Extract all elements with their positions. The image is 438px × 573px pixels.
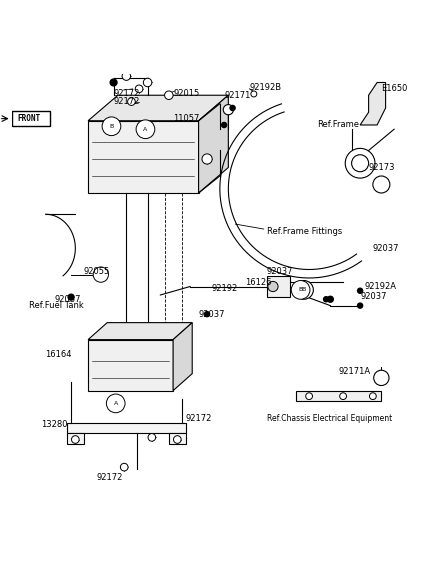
Text: 92172: 92172	[113, 89, 140, 97]
Circle shape	[222, 123, 226, 128]
Circle shape	[122, 72, 131, 80]
Circle shape	[373, 176, 390, 193]
Circle shape	[127, 98, 135, 105]
FancyBboxPatch shape	[297, 391, 381, 401]
Text: 92171: 92171	[224, 91, 251, 100]
FancyBboxPatch shape	[88, 121, 198, 193]
Circle shape	[173, 435, 181, 444]
Text: 92055: 92055	[84, 267, 110, 276]
Circle shape	[68, 294, 74, 300]
Polygon shape	[88, 95, 228, 121]
Circle shape	[102, 117, 121, 136]
Circle shape	[110, 79, 117, 86]
Text: Ref.Frame Fittings: Ref.Frame Fittings	[267, 227, 342, 236]
Text: Ref.Frame: Ref.Frame	[318, 120, 360, 129]
Text: 92037: 92037	[360, 292, 387, 301]
Circle shape	[165, 91, 173, 100]
Text: 92172: 92172	[186, 414, 212, 423]
Text: 92173: 92173	[369, 163, 395, 172]
Circle shape	[306, 393, 312, 399]
Circle shape	[135, 85, 143, 93]
Text: B: B	[110, 124, 113, 129]
Text: B: B	[302, 288, 306, 292]
Circle shape	[136, 120, 155, 139]
Circle shape	[291, 281, 310, 299]
Text: 92015: 92015	[173, 89, 199, 97]
Text: B: B	[298, 288, 303, 292]
Circle shape	[205, 312, 210, 317]
Circle shape	[148, 434, 155, 441]
Text: 92192B: 92192B	[250, 83, 282, 92]
Circle shape	[202, 154, 212, 164]
Circle shape	[295, 281, 313, 299]
Text: FRONT: FRONT	[17, 114, 40, 123]
Text: A: A	[113, 401, 118, 406]
Circle shape	[327, 296, 333, 302]
Circle shape	[370, 393, 376, 399]
FancyBboxPatch shape	[169, 433, 186, 444]
FancyBboxPatch shape	[67, 422, 186, 433]
Text: 92037: 92037	[373, 244, 399, 253]
Circle shape	[71, 435, 79, 444]
Text: 16126: 16126	[245, 278, 272, 286]
Text: 11057: 11057	[173, 114, 199, 123]
Text: 92172: 92172	[97, 473, 123, 482]
Text: 92037: 92037	[54, 295, 81, 304]
Circle shape	[223, 105, 233, 115]
Circle shape	[93, 267, 109, 282]
FancyBboxPatch shape	[88, 340, 173, 391]
Circle shape	[357, 303, 363, 308]
Polygon shape	[173, 323, 192, 391]
Circle shape	[340, 393, 346, 399]
Circle shape	[143, 79, 152, 87]
Text: 92192: 92192	[212, 284, 237, 293]
Circle shape	[251, 91, 257, 97]
Text: 92037: 92037	[267, 267, 293, 276]
Text: 16164: 16164	[46, 350, 72, 359]
Text: 13280: 13280	[41, 420, 68, 429]
Text: 92172: 92172	[113, 97, 140, 106]
Circle shape	[352, 155, 369, 172]
Text: 92171A: 92171A	[339, 367, 371, 376]
Text: 92192A: 92192A	[364, 282, 396, 291]
Polygon shape	[360, 83, 385, 125]
Circle shape	[120, 464, 128, 471]
Text: E1650: E1650	[381, 84, 408, 93]
Text: Ref.Fuel Tank: Ref.Fuel Tank	[28, 301, 83, 310]
Circle shape	[268, 281, 278, 292]
Circle shape	[324, 297, 328, 302]
FancyBboxPatch shape	[267, 276, 290, 297]
Text: A: A	[143, 127, 148, 132]
FancyBboxPatch shape	[11, 111, 50, 126]
FancyBboxPatch shape	[67, 433, 84, 444]
Circle shape	[357, 288, 363, 293]
Circle shape	[345, 148, 375, 178]
Text: 92037: 92037	[198, 309, 225, 319]
Circle shape	[106, 394, 125, 413]
Text: Ref.Chassis Electrical Equipment: Ref.Chassis Electrical Equipment	[267, 414, 392, 423]
Circle shape	[374, 370, 389, 386]
Circle shape	[230, 105, 235, 111]
Polygon shape	[88, 323, 192, 340]
Polygon shape	[198, 95, 228, 193]
